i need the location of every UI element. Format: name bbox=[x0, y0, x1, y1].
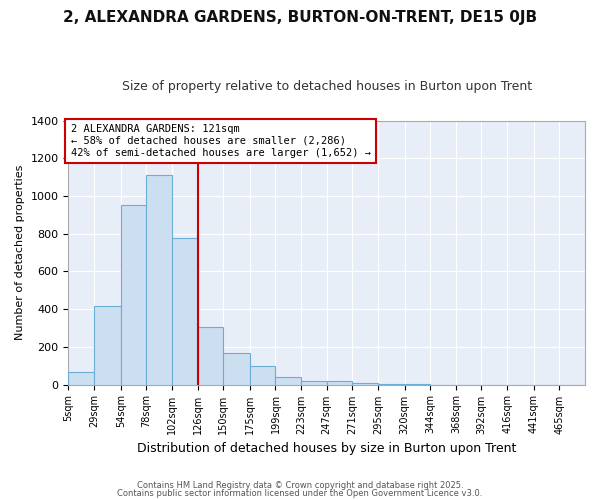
Text: Contains HM Land Registry data © Crown copyright and database right 2025.: Contains HM Land Registry data © Crown c… bbox=[137, 481, 463, 490]
Bar bbox=[301, 382, 327, 384]
Bar bbox=[250, 366, 275, 384]
Bar bbox=[275, 378, 301, 384]
Bar bbox=[327, 381, 352, 384]
Bar bbox=[223, 354, 250, 384]
X-axis label: Distribution of detached houses by size in Burton upon Trent: Distribution of detached houses by size … bbox=[137, 442, 517, 455]
Bar bbox=[352, 382, 378, 384]
Bar bbox=[172, 238, 197, 384]
Bar bbox=[121, 206, 146, 384]
Text: 2, ALEXANDRA GARDENS, BURTON-ON-TRENT, DE15 0JB: 2, ALEXANDRA GARDENS, BURTON-ON-TRENT, D… bbox=[63, 10, 537, 25]
Title: Size of property relative to detached houses in Burton upon Trent: Size of property relative to detached ho… bbox=[122, 80, 532, 93]
Bar bbox=[94, 306, 121, 384]
Y-axis label: Number of detached properties: Number of detached properties bbox=[15, 165, 25, 340]
Bar bbox=[68, 372, 94, 384]
Text: Contains public sector information licensed under the Open Government Licence v3: Contains public sector information licen… bbox=[118, 488, 482, 498]
Text: 2 ALEXANDRA GARDENS: 121sqm
← 58% of detached houses are smaller (2,286)
42% of : 2 ALEXANDRA GARDENS: 121sqm ← 58% of det… bbox=[71, 124, 371, 158]
Bar bbox=[197, 327, 223, 384]
Bar bbox=[146, 175, 172, 384]
